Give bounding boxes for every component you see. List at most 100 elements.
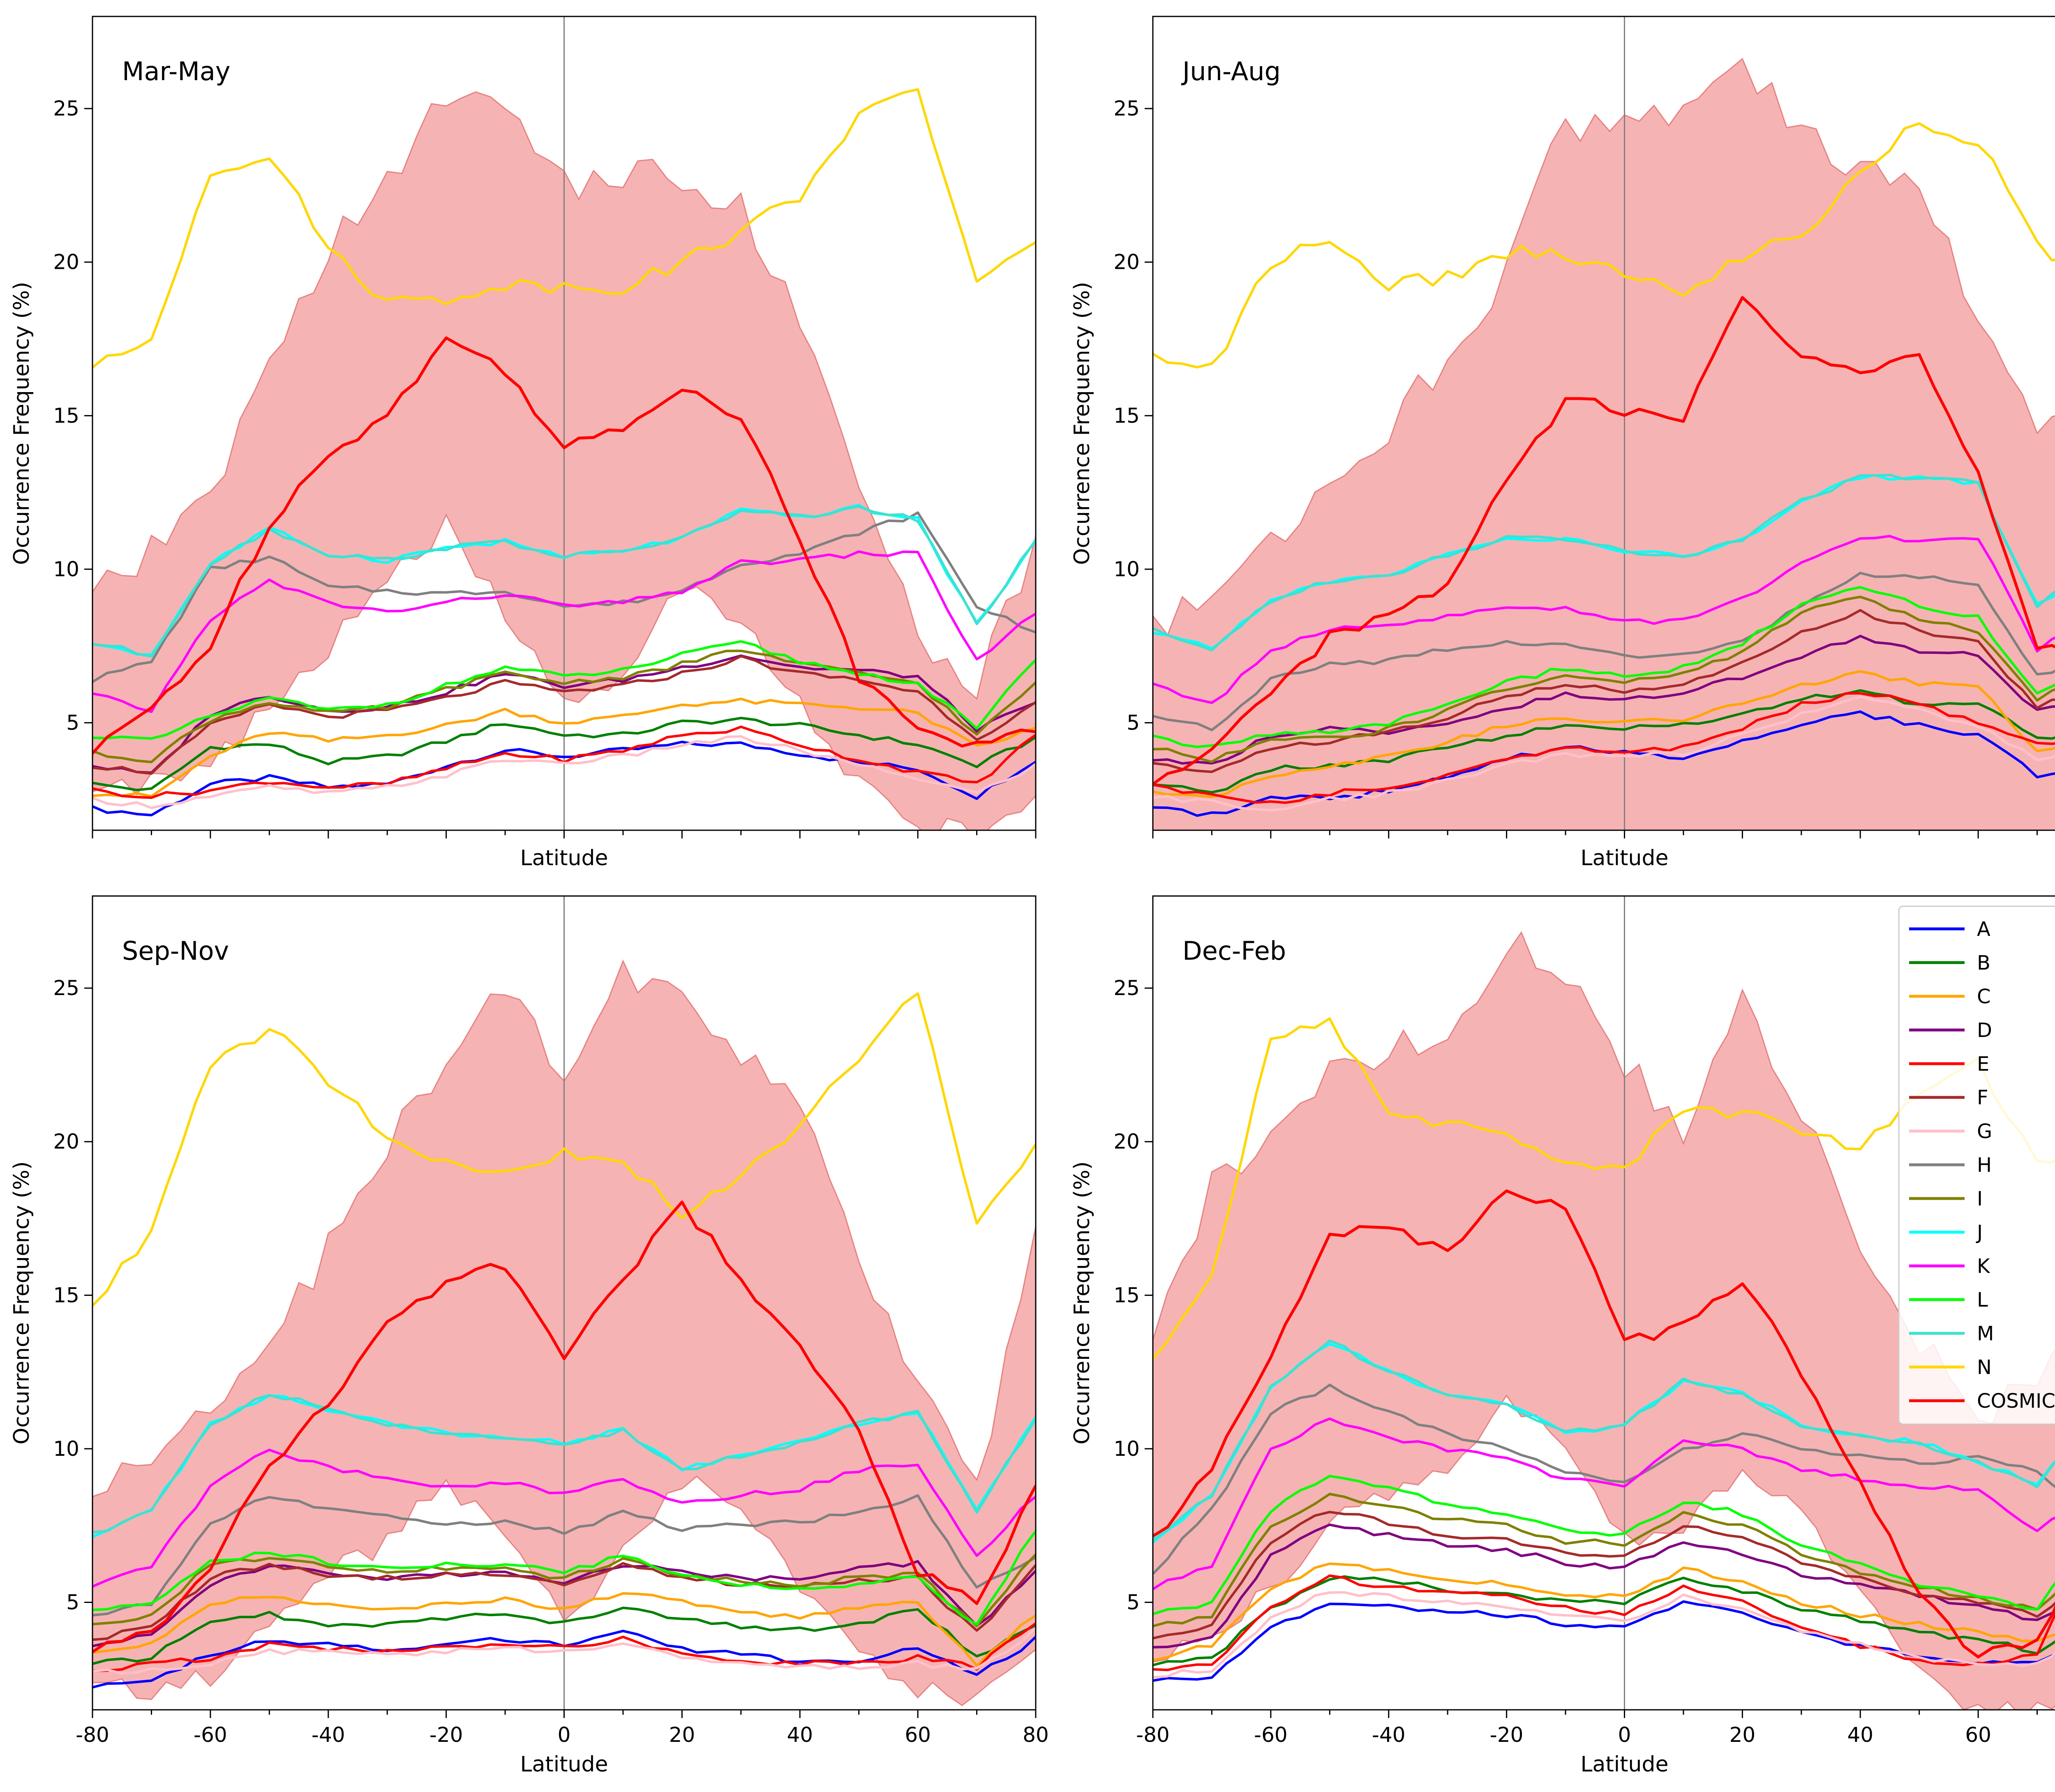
series-line-e — [1153, 1574, 2055, 1672]
y-tick-label: 20 — [1113, 1130, 1140, 1154]
series-line-c — [1153, 1562, 2055, 1662]
y-tick-label: 5 — [66, 1590, 79, 1614]
plot-area — [92, 896, 1036, 1710]
y-tick-label: 10 — [53, 1437, 79, 1461]
series-line-g — [1153, 1591, 2055, 1679]
y-tick-label: 10 — [53, 557, 79, 581]
legend-label-n: N — [1977, 1356, 1992, 1379]
legend-label-h: H — [1977, 1154, 1992, 1177]
panel-title: Dec-Feb — [1182, 936, 1286, 966]
y-axis-label: Occurrence Frequency (%) — [9, 282, 34, 565]
series-line-f — [92, 655, 1036, 775]
y-tick-label: 10 — [1113, 557, 1140, 581]
y-tick-label: 25 — [53, 976, 79, 1000]
series-line-c — [92, 697, 1036, 798]
series-line-b — [92, 1606, 1036, 1665]
series-line-f — [1153, 609, 2055, 773]
x-axis-label: Latitude — [520, 1752, 608, 1777]
y-tick-label: 20 — [53, 250, 79, 274]
series-line-cosmic — [92, 1201, 1036, 1653]
x-tick-label: -40 — [1372, 1723, 1406, 1747]
y-tick-label: 15 — [1113, 404, 1140, 427]
y-tick-label: 25 — [53, 97, 79, 120]
legend-box — [1898, 905, 2055, 1425]
series-line-f — [1153, 1510, 2055, 1640]
cosmic-range-band — [1153, 931, 2055, 1710]
series-line-g — [1153, 695, 2055, 812]
series-line-i — [1153, 1493, 2055, 1628]
legend-label-j: J — [1976, 1221, 1983, 1244]
series-line-h — [92, 511, 1036, 683]
x-tick-label: 40 — [1847, 1723, 1873, 1747]
x-tick-label: -60 — [194, 1723, 227, 1747]
series-line-m — [92, 1394, 1036, 1533]
series-line-d — [92, 1560, 1036, 1647]
series-line-i — [92, 1553, 1036, 1628]
plot-area — [1153, 16, 2055, 830]
y-tick-label: 25 — [1113, 97, 1140, 120]
y-tick-label: 15 — [53, 1283, 79, 1307]
y-tick-label: 5 — [66, 711, 79, 734]
legend-label-l: L — [1977, 1289, 1988, 1312]
series-line-e — [1153, 692, 2055, 804]
y-tick-label: 15 — [53, 404, 79, 427]
series-line-k — [1153, 535, 2055, 704]
legend-label-b: B — [1977, 951, 1990, 975]
x-axis-label: Latitude — [1580, 846, 1668, 871]
series-line-n — [92, 88, 1036, 369]
series-line-i — [1153, 596, 2055, 763]
legend-label-c: C — [1977, 985, 1991, 1008]
series-line-b — [1153, 1575, 2055, 1667]
y-axis-label: Occurrence Frequency (%) — [9, 1162, 34, 1445]
series-line-n — [92, 992, 1036, 1307]
series-line-k — [92, 1448, 1036, 1588]
legend-label-i: I — [1977, 1187, 1983, 1210]
series-line-g — [92, 1627, 1036, 1675]
x-tick-label: -80 — [1136, 1723, 1170, 1747]
series-line-a — [1153, 1600, 2055, 1682]
legend-label-cosmic: COSMIC — [1977, 1390, 2055, 1413]
x-tick-label: -40 — [312, 1723, 345, 1747]
panel-title: Jun-Aug — [1181, 56, 1281, 86]
series-line-h — [1153, 1383, 2055, 1575]
legend-label-e: E — [1977, 1053, 1989, 1076]
cosmic-range-band — [1153, 58, 2055, 830]
y-tick-label: 25 — [1113, 976, 1140, 1000]
x-tick-label: -60 — [1254, 1723, 1288, 1747]
y-tick-label: 20 — [53, 1130, 79, 1154]
panel-jun-aug: 5 10 15 20 25 Latitude Occurrence Frequency (%… — [1070, 16, 2055, 871]
series-line-k — [1153, 1417, 2055, 1590]
y-tick-label: 10 — [1113, 1437, 1140, 1461]
x-axis-label: Latitude — [520, 846, 608, 871]
panel-title: Mar-May — [122, 56, 231, 86]
series-line-cosmic — [1153, 296, 2055, 785]
x-tick-label: 0 — [558, 1723, 571, 1747]
x-tick-label: 0 — [1618, 1723, 1631, 1747]
series-line-l — [92, 640, 1036, 740]
legend-label-k: K — [1977, 1255, 1990, 1278]
legend-label-g: G — [1977, 1120, 1992, 1143]
series-line-m — [1153, 1339, 2055, 1541]
series-line-l — [1153, 586, 2055, 748]
series-line-cosmic — [1153, 1189, 2055, 1658]
x-tick-label: -20 — [429, 1723, 463, 1747]
series-line-l — [92, 1530, 1036, 1626]
y-tick-label: 5 — [1127, 1590, 1140, 1614]
series-line-c — [1153, 670, 2055, 798]
series-line-k — [92, 550, 1036, 713]
legend-label-m: M — [1977, 1322, 1994, 1345]
y-axis-label: Occurrence Frequency (%) — [1070, 1162, 1094, 1445]
y-axis-label: Occurrence Frequency (%) — [1070, 282, 1094, 565]
y-tick-label: 20 — [1113, 250, 1140, 274]
plot-area — [1153, 896, 2055, 1710]
x-tick-label: -80 — [76, 1723, 109, 1747]
series-line-l — [1153, 1475, 2055, 1615]
series-line-h — [92, 1494, 1036, 1616]
series-line-cosmic — [92, 336, 1036, 755]
series-line-m — [92, 505, 1036, 658]
series-line-n — [1153, 122, 2055, 369]
series-line-d — [92, 654, 1036, 774]
series-line-b — [92, 716, 1036, 792]
